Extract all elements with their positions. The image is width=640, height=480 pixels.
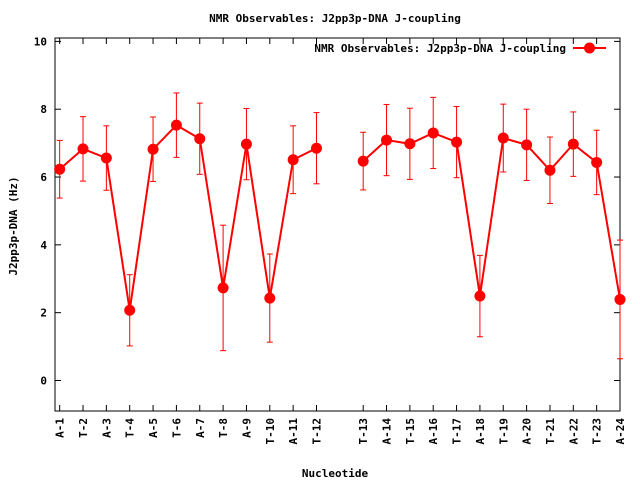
data-point <box>404 138 416 150</box>
data-point <box>614 293 626 305</box>
x-tick-label: T-6 <box>170 418 183 438</box>
data-point <box>287 154 299 166</box>
x-tick-label: T-4 <box>124 418 137 438</box>
x-tick-label: A-18 <box>474 418 487 445</box>
x-tick-label: T-10 <box>264 418 277 445</box>
data-point <box>54 163 66 175</box>
x-tick-label: A-5 <box>147 418 160 438</box>
data-point <box>147 143 159 155</box>
x-tick-label: A-3 <box>100 418 113 438</box>
x-tick-label: A-20 <box>521 418 534 445</box>
x-tick-label: A-11 <box>287 418 300 445</box>
series-line <box>59 123 317 311</box>
y-axis: 0 2 4 6 8 10 <box>34 35 620 387</box>
chart-title: NMR Observables: J2pp3p-DNA J-coupling <box>209 12 461 25</box>
x-tick-label: T-8 <box>217 418 230 438</box>
y-tick-label: 4 <box>40 239 47 252</box>
series-line <box>362 131 621 300</box>
x-tick-label: T-23 <box>591 418 604 445</box>
legend-marker <box>584 42 595 54</box>
y-tick-label: 6 <box>40 171 47 184</box>
series-layer <box>54 92 626 360</box>
data-point <box>310 142 322 154</box>
x-tick-label: T-17 <box>451 418 464 445</box>
x-tick-label: A-22 <box>567 418 580 445</box>
legend-label: NMR Observables: J2pp3p-DNA J-coupling <box>314 42 566 55</box>
x-tick-label: T-21 <box>544 418 557 445</box>
y-tick-label: 10 <box>34 35 47 48</box>
data-point <box>357 155 369 167</box>
data-point <box>521 139 533 151</box>
data-point <box>240 138 252 150</box>
x-tick-label: A-24 <box>614 418 627 445</box>
x-axis-label: Nucleotide <box>302 467 369 480</box>
x-tick-label: T-19 <box>497 418 510 445</box>
data-point <box>217 282 229 294</box>
x-tick-label: T-2 <box>77 418 90 438</box>
x-axis: A-1 T-2 A-3 T-4 A-5 T-6 A-7 T-8 A-9 T-10 A-11 T-12 T… <box>54 38 627 445</box>
x-tick-label: A-7 <box>194 418 207 438</box>
data-point <box>170 119 182 131</box>
x-tick-label: T-13 <box>357 418 370 445</box>
y-axis-label: J2pp3p-DNA (Hz) <box>7 176 20 275</box>
x-tick-label: A-1 <box>54 418 67 438</box>
y-tick-label: 2 <box>40 307 47 320</box>
data-point <box>124 304 136 316</box>
x-tick-label: T-15 <box>404 418 417 445</box>
data-point <box>77 143 89 155</box>
data-point <box>591 156 603 168</box>
x-tick-label: A-16 <box>427 418 440 445</box>
x-tick-label: A-14 <box>381 418 394 445</box>
data-point <box>451 136 463 148</box>
data-point <box>497 132 509 144</box>
data-point <box>427 127 439 139</box>
plot-frame <box>54 37 621 412</box>
data-point <box>474 290 486 302</box>
data-point <box>567 138 579 150</box>
y-tick-label: 0 <box>40 374 47 387</box>
x-tick-label: T-12 <box>310 418 323 445</box>
data-point <box>100 152 112 164</box>
plot-area <box>54 37 621 412</box>
legend: NMR Observables: J2pp3p-DNA J-coupling <box>314 42 606 55</box>
y-tick-label: 8 <box>40 103 47 116</box>
x-tick-label: A-9 <box>240 418 253 438</box>
data-point <box>264 292 276 304</box>
data-point <box>544 164 556 176</box>
data-point <box>381 134 393 146</box>
data-point <box>194 133 206 145</box>
